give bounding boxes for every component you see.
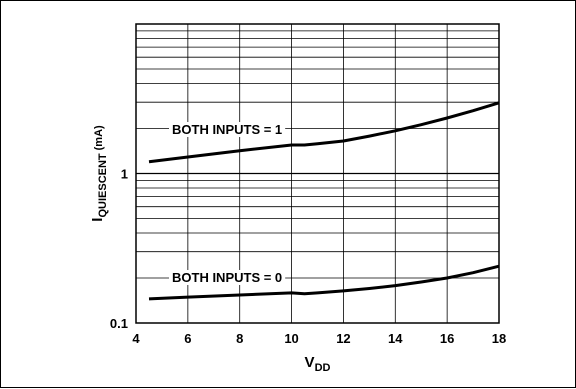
- grid-lines: [136, 24, 499, 323]
- x-tick-label: 12: [336, 331, 350, 346]
- y-axis-label-main: I: [89, 218, 106, 222]
- x-tick-label: 6: [184, 331, 191, 346]
- y-tick-label: 0.1: [110, 316, 128, 331]
- series-lines: [148, 101, 500, 301]
- x-axis-label: VDD: [305, 354, 331, 374]
- x-tick-label: 18: [492, 331, 506, 346]
- x-tick-label: 8: [236, 331, 243, 346]
- annotation-backdrop: [169, 270, 286, 285]
- annotation-backdrop: [169, 122, 286, 137]
- axis-labels: VDD IQUIESCENT (mA): [89, 125, 331, 374]
- y-axis-label-unit: (mA): [93, 125, 105, 150]
- plot-area: [135, 23, 500, 324]
- x-axis-label-main: V: [305, 354, 315, 371]
- series-annotation-2: BOTH INPUTS = 0: [172, 270, 282, 285]
- y-axis-label-subscript: QUIESCENT: [97, 153, 109, 217]
- x-axis-label-subscript: DD: [315, 362, 331, 374]
- x-tick-label: 4: [132, 331, 140, 346]
- series-line-1: [148, 101, 500, 164]
- annotations: BOTH INPUTS = 1 BOTH INPUTS = 0: [169, 122, 286, 285]
- series-line-2: [148, 264, 500, 301]
- y-axis-label: IQUIESCENT (mA): [89, 125, 109, 222]
- y-tick-label: 1: [121, 167, 128, 182]
- series-annotation-1: BOTH INPUTS = 1: [172, 122, 282, 137]
- x-tick-label: 16: [440, 331, 454, 346]
- x-tick-label: 10: [284, 331, 298, 346]
- tick-labels: 4 6 8 10 12 14 16 18 0.1 1: [110, 167, 506, 347]
- x-tick-label: 14: [388, 331, 403, 346]
